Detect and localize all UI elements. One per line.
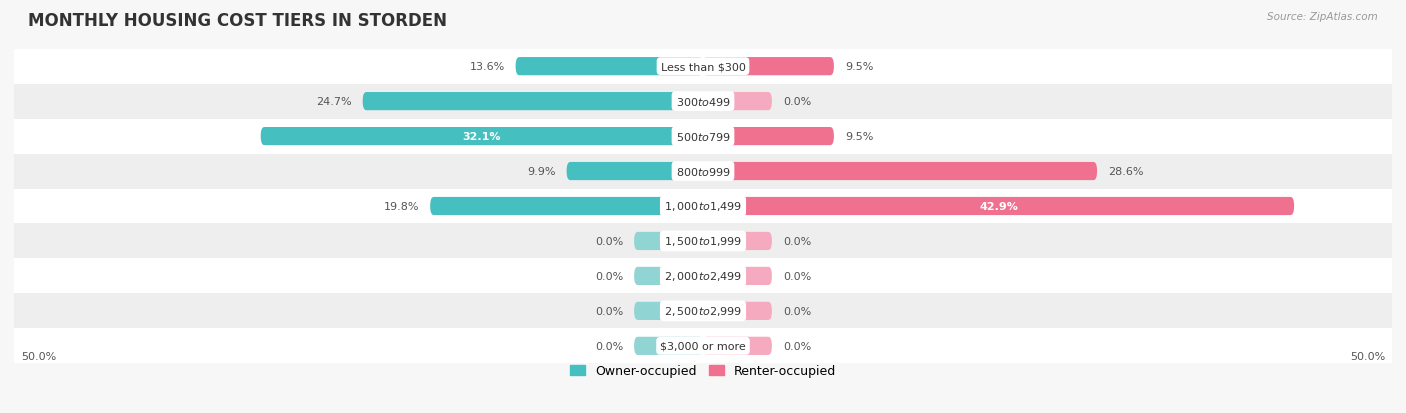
Text: 0.0%: 0.0% bbox=[783, 306, 811, 316]
FancyBboxPatch shape bbox=[634, 267, 703, 285]
FancyBboxPatch shape bbox=[703, 128, 834, 146]
FancyBboxPatch shape bbox=[703, 232, 772, 250]
FancyBboxPatch shape bbox=[14, 294, 1392, 329]
Text: $2,500 to $2,999: $2,500 to $2,999 bbox=[664, 305, 742, 318]
FancyBboxPatch shape bbox=[14, 50, 1392, 84]
Text: $2,000 to $2,499: $2,000 to $2,499 bbox=[664, 270, 742, 283]
Text: 0.0%: 0.0% bbox=[595, 236, 623, 247]
Text: 0.0%: 0.0% bbox=[783, 271, 811, 281]
Text: $1,500 to $1,999: $1,500 to $1,999 bbox=[664, 235, 742, 248]
FancyBboxPatch shape bbox=[703, 93, 772, 111]
Text: 9.5%: 9.5% bbox=[845, 62, 873, 72]
FancyBboxPatch shape bbox=[14, 259, 1392, 294]
Text: 0.0%: 0.0% bbox=[783, 341, 811, 351]
Text: 9.9%: 9.9% bbox=[527, 166, 555, 177]
FancyBboxPatch shape bbox=[516, 58, 703, 76]
FancyBboxPatch shape bbox=[634, 337, 703, 355]
FancyBboxPatch shape bbox=[363, 93, 703, 111]
FancyBboxPatch shape bbox=[634, 302, 703, 320]
Text: $800 to $999: $800 to $999 bbox=[675, 166, 731, 178]
FancyBboxPatch shape bbox=[14, 224, 1392, 259]
Text: $500 to $799: $500 to $799 bbox=[675, 131, 731, 143]
Text: 42.9%: 42.9% bbox=[979, 202, 1018, 211]
Text: 0.0%: 0.0% bbox=[595, 271, 623, 281]
Text: 50.0%: 50.0% bbox=[21, 351, 56, 361]
Text: $300 to $499: $300 to $499 bbox=[675, 96, 731, 108]
Text: 0.0%: 0.0% bbox=[783, 97, 811, 107]
FancyBboxPatch shape bbox=[567, 163, 703, 181]
Text: Less than $300: Less than $300 bbox=[661, 62, 745, 72]
FancyBboxPatch shape bbox=[703, 337, 772, 355]
Text: 13.6%: 13.6% bbox=[470, 62, 505, 72]
FancyBboxPatch shape bbox=[703, 58, 834, 76]
FancyBboxPatch shape bbox=[14, 154, 1392, 189]
FancyBboxPatch shape bbox=[703, 267, 772, 285]
FancyBboxPatch shape bbox=[14, 329, 1392, 363]
FancyBboxPatch shape bbox=[14, 119, 1392, 154]
FancyBboxPatch shape bbox=[14, 84, 1392, 119]
Text: 24.7%: 24.7% bbox=[316, 97, 352, 107]
Text: 28.6%: 28.6% bbox=[1108, 166, 1143, 177]
Text: $3,000 or more: $3,000 or more bbox=[661, 341, 745, 351]
Text: MONTHLY HOUSING COST TIERS IN STORDEN: MONTHLY HOUSING COST TIERS IN STORDEN bbox=[28, 12, 447, 30]
Text: 0.0%: 0.0% bbox=[595, 306, 623, 316]
Text: 0.0%: 0.0% bbox=[595, 341, 623, 351]
Text: Source: ZipAtlas.com: Source: ZipAtlas.com bbox=[1267, 12, 1378, 22]
Text: $1,000 to $1,499: $1,000 to $1,499 bbox=[664, 200, 742, 213]
Text: 0.0%: 0.0% bbox=[783, 236, 811, 247]
FancyBboxPatch shape bbox=[14, 189, 1392, 224]
Text: 19.8%: 19.8% bbox=[384, 202, 419, 211]
FancyBboxPatch shape bbox=[703, 302, 772, 320]
FancyBboxPatch shape bbox=[260, 128, 703, 146]
Text: 32.1%: 32.1% bbox=[463, 132, 501, 142]
Legend: Owner-occupied, Renter-occupied: Owner-occupied, Renter-occupied bbox=[565, 359, 841, 382]
Text: 9.5%: 9.5% bbox=[845, 132, 873, 142]
FancyBboxPatch shape bbox=[703, 197, 1294, 216]
FancyBboxPatch shape bbox=[634, 232, 703, 250]
Text: 50.0%: 50.0% bbox=[1350, 351, 1385, 361]
FancyBboxPatch shape bbox=[430, 197, 703, 216]
FancyBboxPatch shape bbox=[703, 163, 1097, 181]
